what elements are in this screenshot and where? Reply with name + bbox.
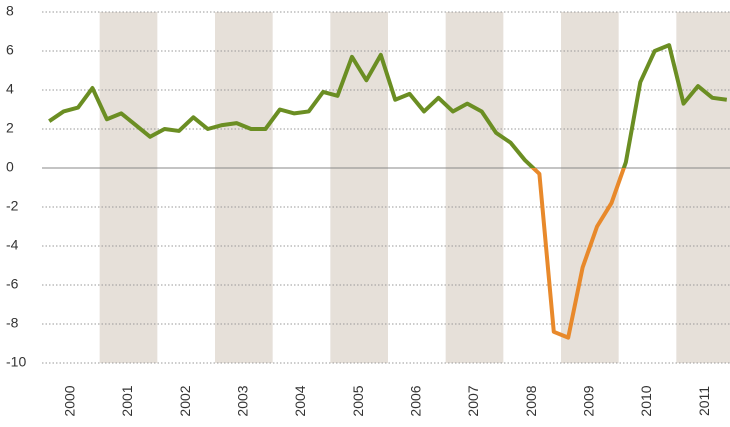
x-tick-label: 2011: [696, 386, 712, 416]
x-tick-label: 2010: [638, 385, 654, 416]
y-tick-label: -4: [6, 237, 19, 253]
x-tick-label: 2004: [292, 385, 308, 416]
year-band: [99, 12, 158, 363]
year-band: [676, 12, 730, 363]
y-tick-label: 2: [6, 120, 14, 136]
x-tick-label: 2001: [119, 385, 135, 416]
y-tick-label: -8: [6, 315, 19, 331]
y-tick-label: 4: [6, 81, 14, 97]
x-tick-label: 2006: [408, 385, 424, 416]
x-tick-label: 2007: [465, 385, 481, 416]
y-tick-label: -2: [6, 198, 19, 214]
x-tick-label: 2003: [235, 385, 251, 416]
y-tick-label: 6: [6, 42, 14, 58]
y-tick-label: 0: [6, 159, 14, 175]
x-tick-label: 2009: [581, 385, 597, 416]
year-band: [215, 12, 273, 363]
x-tick-label: 2000: [62, 385, 78, 416]
x-tick-label: 2002: [177, 385, 193, 416]
line: [48, 43, 728, 340]
year-band: [330, 12, 388, 363]
x-tick-label: 2008: [523, 385, 539, 416]
y-tick-label: -10: [6, 354, 26, 370]
year-band: [561, 12, 619, 363]
y-tick-label: 8: [6, 3, 14, 19]
x-tick-label: 2005: [350, 385, 366, 416]
year-band: [445, 12, 504, 363]
y-tick-label: -6: [6, 276, 19, 292]
